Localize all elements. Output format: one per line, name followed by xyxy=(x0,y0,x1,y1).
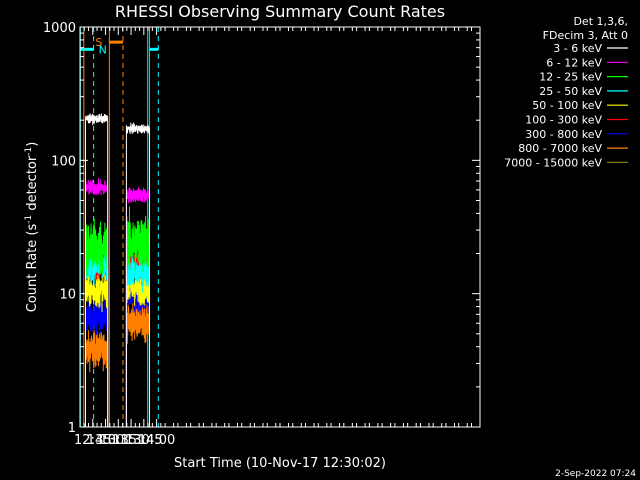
y-tick-label-3: 1000 xyxy=(43,21,76,36)
generation-timestamp: 2-Sep-2022 07:24 xyxy=(555,469,636,479)
series-line-3-segment-1 xyxy=(85,247,109,427)
plot-area: NS xyxy=(79,27,159,427)
x-axis-label: Start Time (10-Nov-17 12:30:02) xyxy=(174,456,386,471)
legend-label-2: 12 - 25 keV xyxy=(539,71,602,84)
night-bar xyxy=(80,47,94,51)
series-line-3-segment-2 xyxy=(125,250,150,427)
y-tick-label-2: 100 xyxy=(51,154,76,169)
y-axis: 1 10 100 1000 xyxy=(43,21,480,436)
legend-header-line-2: FDecim 3, Att 0 xyxy=(543,29,628,42)
chart-title: RHESSI Observing Summary Count Rates xyxy=(115,2,445,21)
series-line-2-segment-1 xyxy=(85,218,109,427)
legend-label-4: 50 - 100 keV xyxy=(532,99,602,112)
legend-label-8: 7000 - 15000 keV xyxy=(504,156,602,169)
saa-bar xyxy=(109,40,123,44)
night-bar xyxy=(148,47,159,51)
x-tick-label-1: 13:00 xyxy=(87,433,124,448)
plot-frame xyxy=(79,26,481,428)
y-tick-label-1: 10 xyxy=(59,288,76,303)
saa-marker-label: S xyxy=(95,36,102,49)
x-tick-label-4: 13:45 xyxy=(125,433,162,448)
series-line-7-segment-2 xyxy=(125,299,150,427)
series-line-0-segment-1 xyxy=(85,113,109,427)
y-tick-label-0: 1 xyxy=(68,421,76,436)
y-axis-label: Count Rate (s-1 detector-1) xyxy=(24,142,40,313)
x-tick-label-0: 12:45 xyxy=(74,433,111,448)
series-line-7-segment-1 xyxy=(85,330,109,427)
legend-header-line-1: Det 1,3,6, xyxy=(573,15,628,28)
legend-label-6: 300 - 800 keV xyxy=(525,128,602,141)
legend-label-1: 6 - 12 keV xyxy=(546,56,602,69)
legend-label-7: 800 - 7000 keV xyxy=(518,142,602,155)
x-tick-label-2: 13:15 xyxy=(100,433,137,448)
legend-label-3: 25 - 50 keV xyxy=(539,85,602,98)
series-line-1-segment-1 xyxy=(85,178,109,427)
series-line-4-segment-2 xyxy=(125,268,150,427)
series-line-6-segment-1 xyxy=(85,298,109,427)
series-line-0-segment-2 xyxy=(125,122,150,427)
x-tick-label-3: 13:30 xyxy=(112,433,149,448)
series-line-2-segment-2 xyxy=(125,206,150,427)
night-marker-label: N xyxy=(99,43,107,56)
series-line-1-segment-2 xyxy=(125,186,150,427)
legend-label-0: 3 - 6 keV xyxy=(553,42,602,55)
x-tick-label-5: 14:00 xyxy=(138,433,175,448)
legend-label-5: 100 - 300 keV xyxy=(525,114,602,127)
